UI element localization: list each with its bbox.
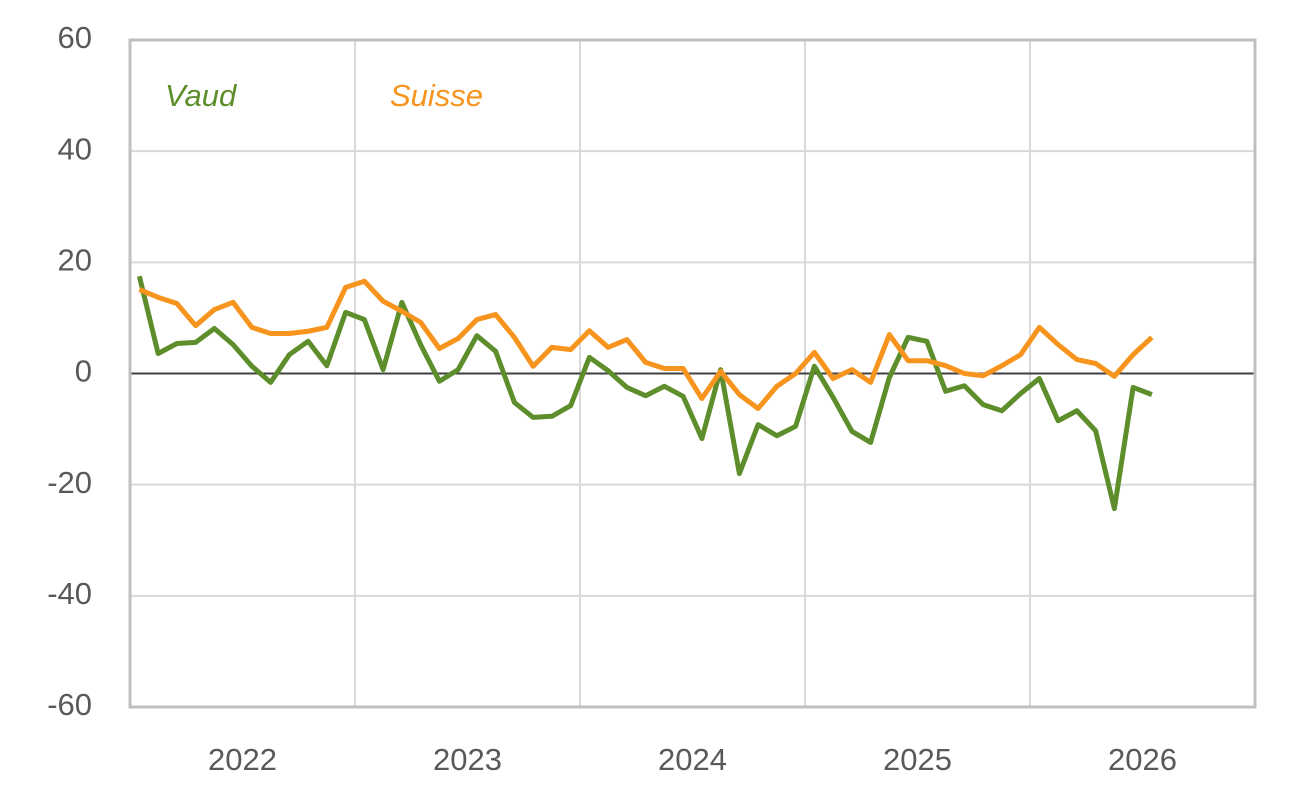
x-tick-label: 2026 bbox=[1108, 742, 1177, 777]
legend-label: Suisse bbox=[390, 78, 483, 113]
series-line bbox=[136, 275, 1153, 512]
y-tick-label: -40 bbox=[47, 576, 92, 611]
x-tick-label: 2022 bbox=[208, 742, 277, 777]
y-tick-label: 60 bbox=[58, 20, 92, 55]
plot-border bbox=[128, 38, 1257, 709]
x-tick-label: 2023 bbox=[433, 742, 502, 777]
x-tick-label: 2024 bbox=[658, 742, 727, 777]
y-tick-label: 0 bbox=[75, 354, 92, 389]
legend-label: Vaud bbox=[165, 78, 238, 113]
y-tick-label: -60 bbox=[47, 687, 92, 722]
y-tick-label: 40 bbox=[58, 131, 92, 166]
y-tick-label: 20 bbox=[58, 243, 92, 278]
y-tick-label: -20 bbox=[47, 465, 92, 500]
series-line bbox=[138, 278, 1154, 412]
x-tick-label: 2025 bbox=[883, 742, 952, 777]
